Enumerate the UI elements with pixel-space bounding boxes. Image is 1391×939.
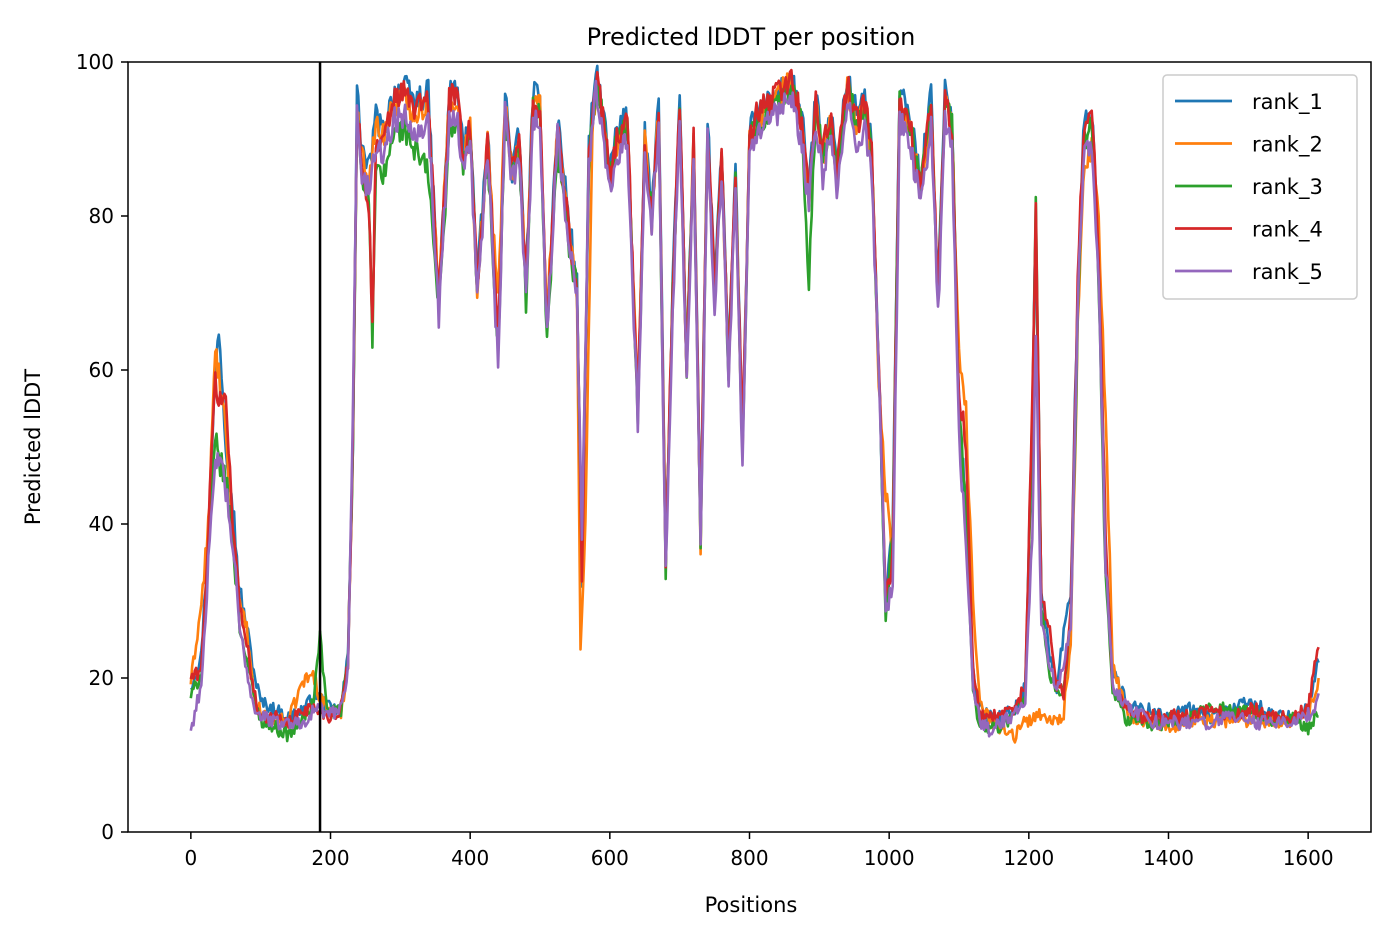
x-tick-label: 200 [311,846,349,870]
legend-label-rank_1: rank_1 [1252,90,1323,115]
series-line-rank_2 [189,72,1320,744]
x-axis-label: Positions [705,893,798,917]
y-tick-label: 0 [101,820,114,844]
y-tick-label: 80 [89,204,114,228]
legend-label-rank_3: rank_3 [1252,175,1323,200]
y-axis-label: Predicted lDDT [21,369,45,525]
y-tick-label: 100 [76,50,114,74]
x-tick-label: 0 [184,846,197,870]
legend: rank_1 rank_2 rank_3 rank_4 rank_5 [1162,74,1358,300]
chart-title: Predicted lDDT per position [587,23,916,51]
legend-frame [1162,74,1358,300]
x-axis: 0 200 400 600 800 1000 1200 1400 1600 [184,832,1334,870]
x-tick-label: 800 [730,846,768,870]
y-tick-label: 20 [89,666,114,690]
series-layer [189,64,1320,744]
series-line-rank_5 [189,79,1320,738]
x-tick-label: 1000 [864,846,915,870]
series-line-rank_4 [189,68,1320,729]
legend-label-rank_5: rank_5 [1252,260,1323,285]
y-axis: 0 20 40 60 80 100 [76,50,128,844]
legend-label-rank_2: rank_2 [1252,133,1323,158]
legend-label-rank_4: rank_4 [1252,218,1323,243]
y-tick-label: 60 [89,358,114,382]
y-tick-label: 40 [89,512,114,536]
x-tick-label: 1400 [1143,846,1194,870]
x-tick-label: 1200 [1003,846,1054,870]
x-tick-label: 1600 [1283,846,1334,870]
x-tick-label: 400 [451,846,489,870]
series-line-rank_3 [189,79,1319,743]
x-tick-label: 600 [591,846,629,870]
